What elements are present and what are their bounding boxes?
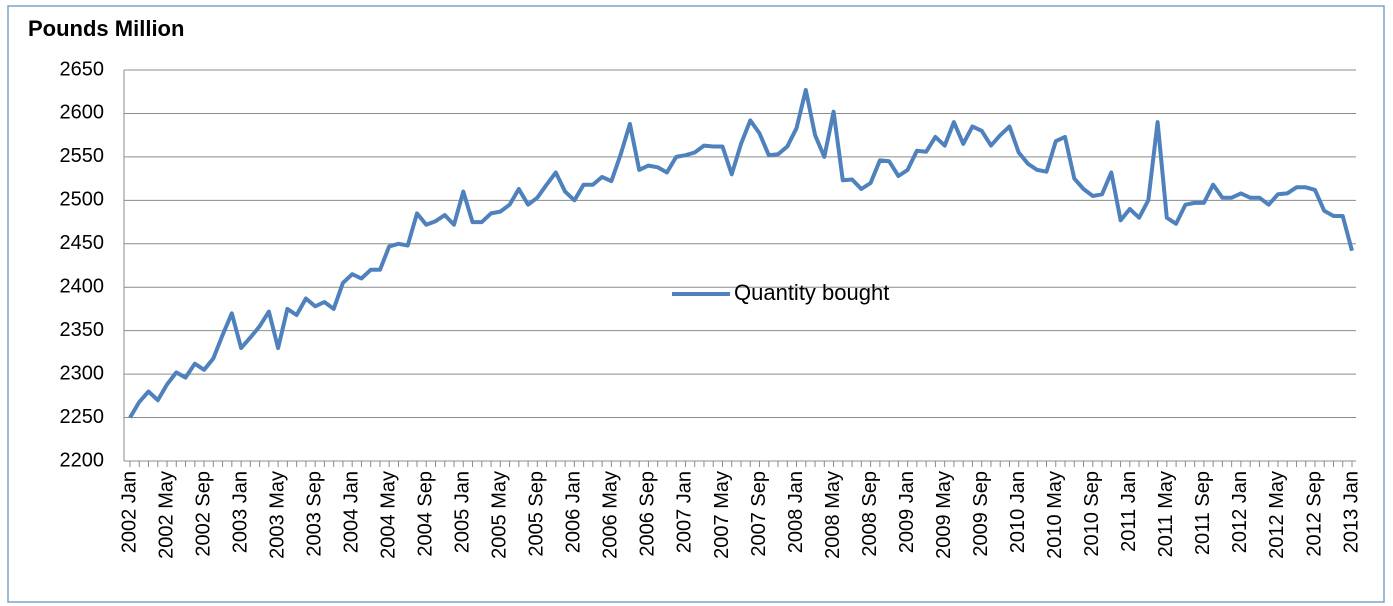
x-tick-label: 2011 May (1155, 471, 1177, 557)
x-tick-label: 2009 May (933, 471, 955, 559)
chart-title: Pounds Million (28, 16, 184, 41)
chart-frame (7, 5, 1385, 603)
x-tick-label: 2010 Jan (1007, 471, 1029, 553)
x-tick-label: 2005 Jan (452, 471, 474, 553)
x-tick-label: 2007 Sep (748, 471, 770, 557)
y-tick-label: 2200 (60, 449, 105, 471)
x-tick-label: 2009 Sep (970, 471, 992, 557)
x-tick-label: 2006 May (600, 471, 622, 559)
x-tick-label: 2007 May (711, 471, 733, 559)
x-tick-label: 2003 May (266, 471, 288, 559)
y-tick-label: 2300 (60, 362, 105, 384)
x-tick-label: 2003 Sep (303, 471, 325, 557)
legend-label: Quantity bought (734, 280, 889, 305)
x-tick-label: 2010 May (1044, 471, 1066, 559)
x-tick-label: 2008 Jan (785, 471, 807, 553)
x-tick-label: 2005 May (489, 471, 511, 559)
y-tick-label: 2650 (60, 58, 105, 80)
x-tick-label: 2008 May (822, 471, 844, 559)
x-tick-label: 2002 May (155, 471, 177, 559)
x-tick-label: 2004 Sep (415, 471, 437, 557)
x-tick-label: 2006 Jan (563, 471, 585, 553)
x-tick-label: 2011 Jan (1118, 471, 1140, 552)
x-tick-label: 2006 Sep (637, 471, 659, 557)
y-tick-label: 2450 (60, 232, 105, 254)
x-tick-label: 2010 Sep (1081, 471, 1103, 557)
x-tick-label: 2009 Jan (896, 471, 918, 553)
x-tick-label: 2007 Jan (674, 471, 696, 553)
x-tick-label: 2005 Sep (526, 471, 548, 557)
x-tick-label: 2012 Sep (1303, 471, 1325, 557)
y-tick-label: 2600 (60, 102, 105, 124)
x-tick-label: 2011 Sep (1192, 471, 1214, 555)
x-tick-label: 2002 Jan (118, 471, 140, 553)
x-tick-label: 2013 Jan (1340, 471, 1362, 553)
y-tick-label: 2400 (60, 276, 105, 298)
x-tick-label: 2012 May (1266, 471, 1288, 559)
data-line (128, 88, 1354, 419)
x-tick-label: 2004 May (377, 471, 399, 559)
x-tick-label: 2002 Sep (192, 471, 214, 557)
y-tick-label: 2350 (60, 319, 105, 341)
x-tick-label: 2004 Jan (340, 471, 362, 553)
y-tick-label: 2250 (60, 406, 105, 428)
x-tick-label: 2008 Sep (859, 471, 881, 557)
x-tick-label: 2003 Jan (229, 471, 251, 553)
x-tick-label: 2012 Jan (1229, 471, 1251, 553)
y-tick-label: 2500 (60, 189, 105, 211)
y-tick-label: 2550 (60, 145, 105, 167)
